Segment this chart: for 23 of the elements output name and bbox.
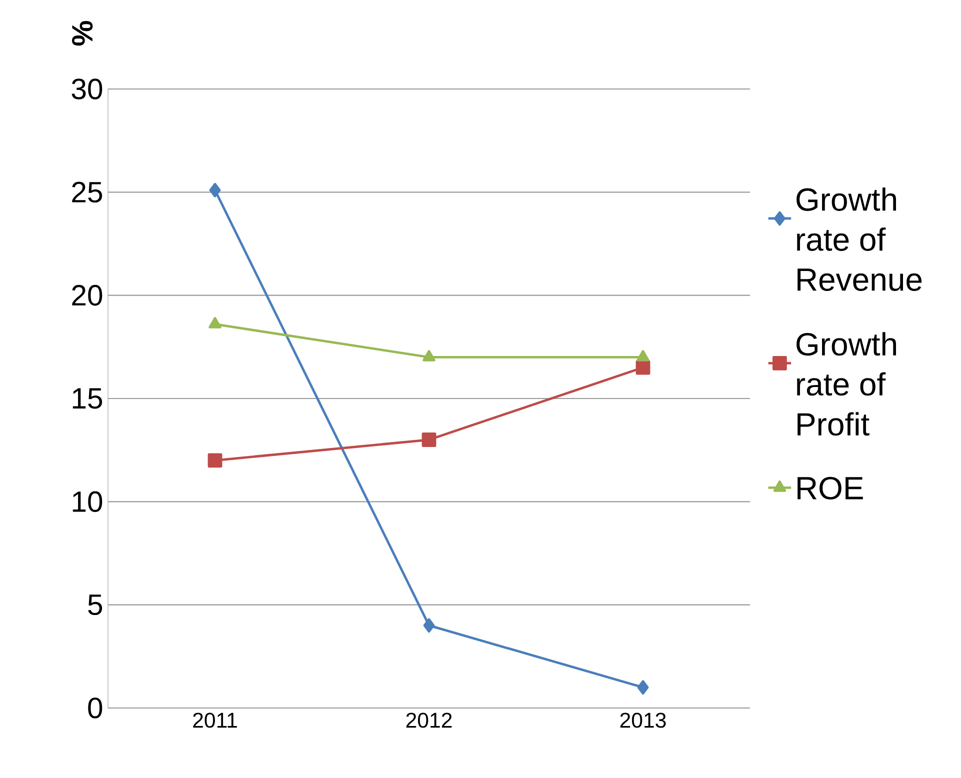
x-tick-label: 2012 — [406, 712, 452, 728]
point — [422, 350, 436, 362]
point — [636, 360, 650, 375]
y-tick-label: 10 — [72, 491, 102, 512]
legend-label: Growth rate of Profit — [796, 332, 896, 436]
y-tick-label: 0 — [88, 698, 102, 718]
y-tick-label: 25 — [72, 182, 102, 203]
point — [636, 350, 650, 362]
y-tick-label: 5 — [88, 594, 102, 616]
legend-label: ROE — [798, 476, 863, 500]
point — [208, 317, 222, 328]
point — [422, 432, 436, 447]
x-tick-label: 2013 — [620, 712, 666, 728]
point — [637, 680, 649, 695]
y-tick-label: 15 — [72, 388, 102, 409]
point — [208, 453, 222, 468]
y-axis-title: % — [72, 21, 93, 46]
y-tick-label: 20 — [72, 284, 102, 306]
point — [423, 618, 435, 633]
legend-label: Growth rate of Revenue — [796, 187, 922, 291]
y-tick-label: 30 — [72, 78, 102, 100]
x-tick-label: 2011 — [193, 712, 237, 728]
point — [209, 182, 221, 198]
